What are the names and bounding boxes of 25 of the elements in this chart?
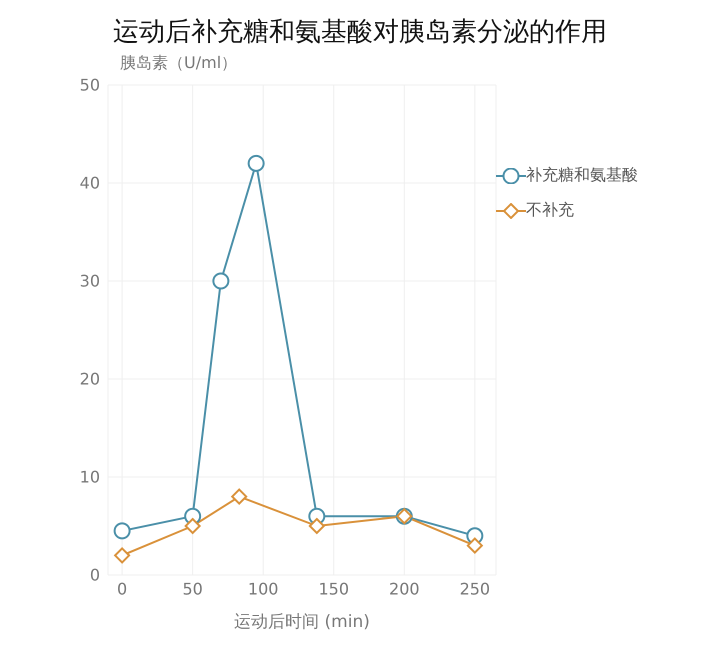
y-tick-label: 30 <box>80 272 100 291</box>
legend-label: 补充糖和氨基酸 <box>526 165 638 186</box>
y-tick-label: 40 <box>80 174 100 193</box>
x-tick-label: 250 <box>460 579 490 598</box>
x-axis-title: 运动后时间 (min) <box>234 612 370 632</box>
point <box>212 272 230 290</box>
point <box>184 518 201 534</box>
y-tick-label: 50 <box>80 76 100 95</box>
point <box>231 488 248 505</box>
legend-label: 不补充 <box>526 200 574 221</box>
chart-title: 运动后补充糖和氨基酸对胰岛素分泌的作用 <box>112 16 608 49</box>
point <box>114 547 130 564</box>
point <box>114 522 131 540</box>
x-tick-label: 150 <box>318 579 350 598</box>
point <box>466 538 483 554</box>
x-tick-label: 0 <box>117 579 128 598</box>
x-tick-label: 100 <box>248 579 278 598</box>
x-tick-label: 50 <box>182 579 203 598</box>
point <box>248 154 265 172</box>
point <box>308 518 325 534</box>
y-tick-label: 20 <box>80 370 100 389</box>
y-tick-label: 10 <box>80 468 100 487</box>
y-axis-title: 胰岛素（U/ml） <box>119 53 238 74</box>
x-tick-label: 200 <box>389 579 420 598</box>
y-tick-label: 0 <box>90 566 100 585</box>
